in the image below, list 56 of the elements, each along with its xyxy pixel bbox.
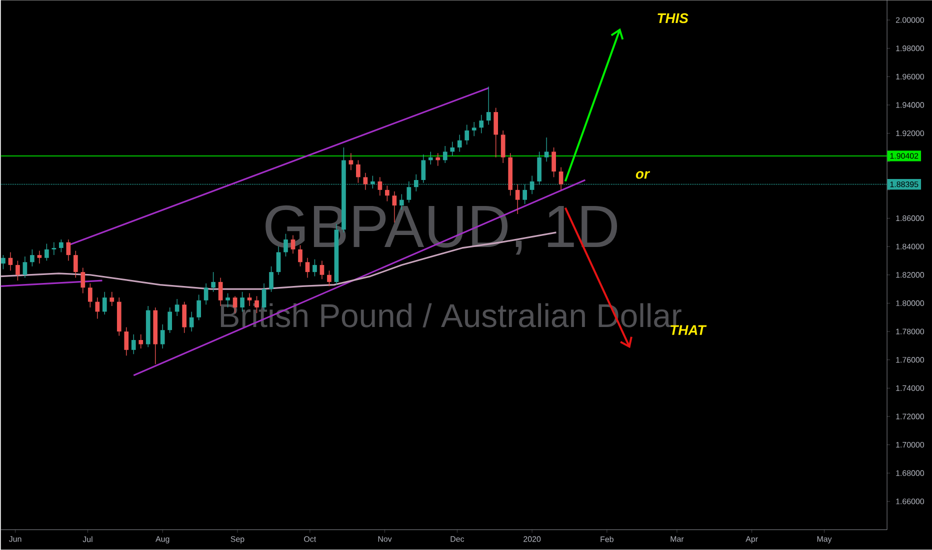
- candlestick: [552, 147, 556, 178]
- annotation: THAT: [670, 325, 707, 336]
- candlestick: [95, 297, 100, 320]
- candlestick: [356, 160, 360, 184]
- candlestick: [80, 268, 86, 294]
- candlestick: [160, 324, 165, 349]
- candlestick: [124, 327, 129, 356]
- candlestick: [44, 244, 49, 262]
- candlestick: [428, 151, 433, 165]
- candlestick: [174, 298, 180, 316]
- candlestick: [110, 292, 114, 307]
- annotation: or: [636, 171, 650, 179]
- candlestick: [320, 260, 324, 280]
- candlestick: [486, 86, 491, 126]
- candlestick: [189, 311, 194, 332]
- candlestick: [182, 302, 187, 334]
- candlestick: [479, 114, 484, 134]
- candlestick: [52, 242, 56, 256]
- candlestick: [312, 259, 317, 277]
- candlestick: [88, 283, 92, 308]
- candlestick: [16, 260, 20, 282]
- candlestick: [269, 266, 274, 292]
- candlestick: [8, 252, 13, 272]
- candlestick: [204, 283, 208, 306]
- candlestick: [66, 239, 71, 262]
- candlestick: [385, 185, 390, 202]
- candlestick: [436, 152, 440, 166]
- candlestick: [494, 108, 498, 158]
- candlestick: [22, 256, 28, 278]
- candlestick: [131, 334, 136, 355]
- candlestick: [464, 124, 470, 146]
- candlestick: [472, 122, 476, 137]
- candlestick: [450, 142, 455, 156]
- annotation: THIS: [658, 13, 688, 24]
- candlestick: [457, 134, 462, 152]
- candlestick: [218, 278, 223, 307]
- candlestick: [59, 239, 64, 253]
- candlestick: [442, 146, 448, 164]
- candlestick: [30, 249, 34, 267]
- candlestick: [558, 167, 564, 190]
- candlestick: [138, 334, 144, 349]
- candlestick: [522, 184, 527, 205]
- candlestick: [73, 250, 78, 278]
- candlestick: [196, 294, 201, 321]
- candlestick: [500, 130, 506, 164]
- candlestick: [378, 176, 382, 196]
- candlestick: [348, 152, 354, 171]
- candlestick: [37, 250, 42, 264]
- candlestick: [102, 292, 107, 316]
- candlestick: [363, 172, 368, 190]
- candlestick: [1, 254, 6, 270]
- candlestick: [168, 307, 172, 334]
- candlestick: [305, 258, 310, 278]
- candlestick: [544, 137, 549, 162]
- candlestick: [327, 270, 332, 287]
- candlestick: [211, 272, 216, 292]
